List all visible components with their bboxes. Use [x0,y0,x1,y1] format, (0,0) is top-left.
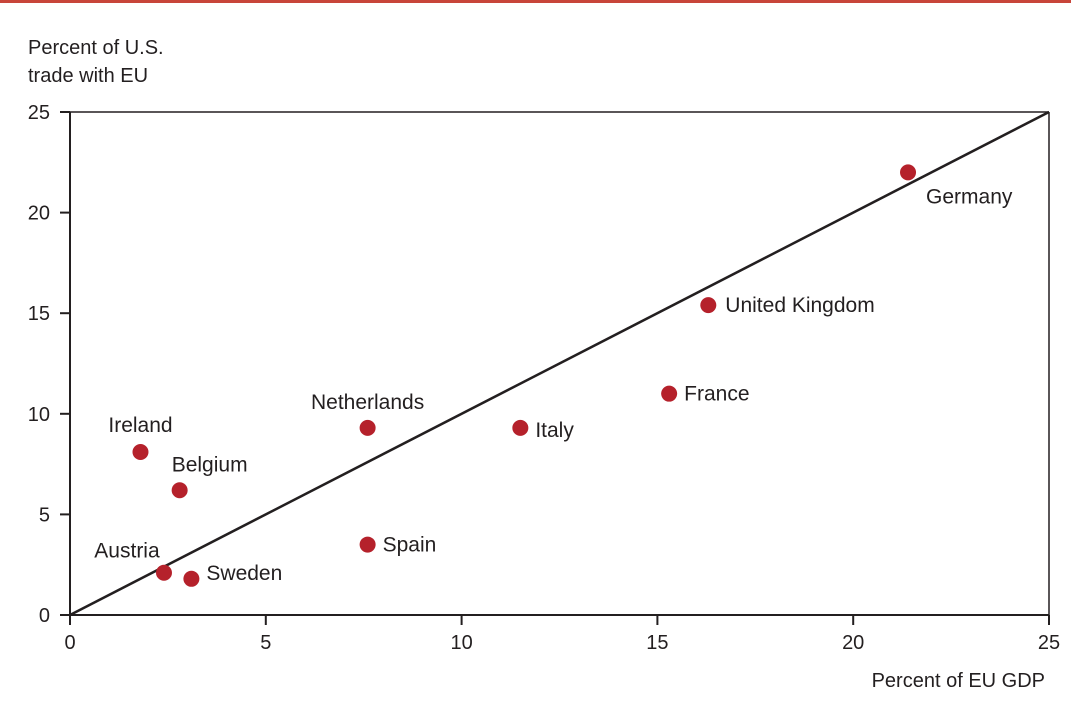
x-axis-title: Percent of EU GDP [872,670,1045,692]
x-tick-label: 0 [64,632,75,654]
data-label-belgium: Belgium [172,453,248,476]
data-point-ireland [132,444,149,461]
data-point-spain [359,536,376,553]
y-tick-label: 5 [39,504,50,526]
data-point-italy [512,419,529,436]
data-label-austria: Austria [94,540,160,563]
data-point-austria [155,564,172,581]
data-label-italy: Italy [535,419,574,442]
x-tick-label: 10 [450,632,472,654]
top-accent-rule [0,0,1071,3]
data-point-germany [900,164,917,181]
data-point-belgium [171,482,188,499]
y-tick-label: 20 [28,203,50,225]
data-point-sweden [183,570,200,587]
y-tick-label: 25 [28,102,50,124]
axes: 0 5 10 15 20 25 0 5 10 15 20 25 [28,102,1060,654]
data-point-france [661,385,678,402]
data-label-united-kingdom: United Kingdom [725,294,874,317]
data-label-germany: Germany [926,185,1013,208]
y-tick-label: 10 [28,404,50,426]
data-label-netherlands: Netherlands [311,391,424,414]
x-tick-label: 5 [260,632,271,654]
x-tick-label: 25 [1038,632,1060,654]
data-label-spain: Spain [383,534,437,557]
data-point-united-kingdom [700,297,717,314]
y-axis-title-line-2: trade with EU [28,65,148,87]
y-tick-label: 0 [39,605,50,627]
y-tick-label: 15 [28,303,50,325]
data-label-sweden: Sweden [206,562,282,585]
x-tick-label: 20 [842,632,864,654]
data-point-netherlands [359,419,376,436]
reference-line-group [69,110,1050,617]
data-points: Germany United Kingdom France Italy Netherla… [94,164,1013,587]
x-tick-label: 15 [646,632,668,654]
data-label-france: France [684,383,749,406]
data-label-ireland: Ireland [108,414,172,437]
y-axis-title-line-1: Percent of U.S. [28,37,164,59]
reference-line [69,110,1050,617]
